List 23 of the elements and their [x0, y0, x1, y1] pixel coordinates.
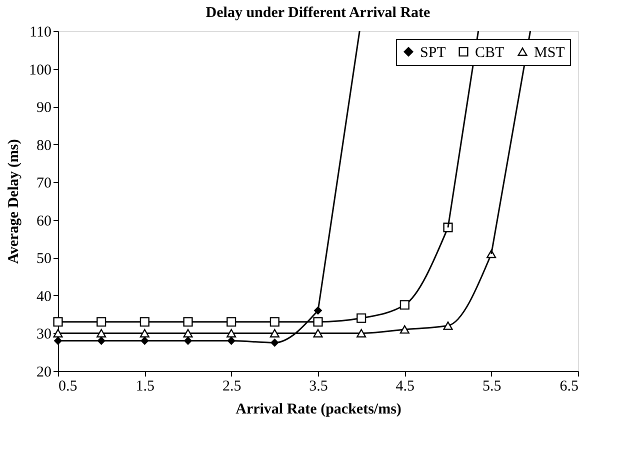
x-tick-label: 6.5	[560, 378, 578, 394]
y-tick-label: 80	[36, 138, 52, 154]
y-tick-label: 60	[36, 213, 52, 230]
legend-label: CBT	[475, 44, 504, 61]
y-tick-label: 90	[36, 100, 52, 116]
x-axis-title: Arrival Rate (packets/ms)	[236, 402, 402, 418]
y-axis-title: Average Delay (ms)	[6, 139, 22, 264]
legend-label: SPT	[420, 44, 446, 61]
chart-title: Delay under Different Arrival Rate	[206, 5, 431, 21]
x-tick-label: 1.5	[136, 378, 155, 394]
x-tick-label: 5.5	[482, 378, 502, 394]
y-tick-label: 30	[36, 326, 52, 343]
y-tick-label: 50	[36, 251, 52, 268]
x-tick-label: 0.5	[58, 378, 78, 394]
y-tick-label: 100	[29, 62, 52, 78]
x-tick-label: 4.5	[396, 378, 415, 394]
y-tick-label: 110	[30, 24, 52, 40]
x-tick-label: 2.5	[222, 378, 242, 394]
y-tick-label: 40	[36, 288, 52, 305]
legend-label: MST	[534, 44, 565, 61]
y-tick-label: 20	[36, 364, 52, 380]
y-tick-label: 70	[36, 176, 52, 192]
x-tick-label: 3.5	[309, 378, 328, 394]
